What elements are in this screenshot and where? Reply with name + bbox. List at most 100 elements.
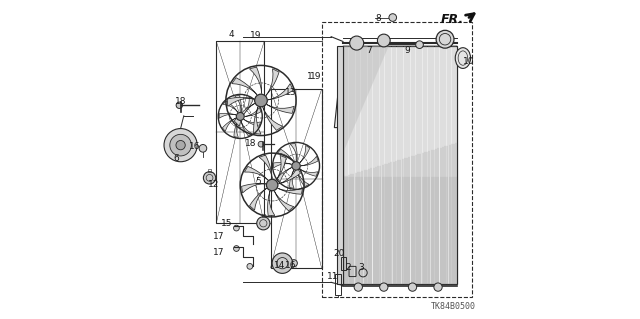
Bar [208, 169, 211, 172]
Bar [341, 257, 346, 270]
Polygon shape [241, 183, 266, 193]
Text: TK84B0500: TK84B0500 [431, 302, 476, 311]
Polygon shape [297, 170, 309, 187]
Text: 12: 12 [209, 180, 220, 189]
Text: 15: 15 [221, 219, 232, 228]
Polygon shape [276, 155, 286, 180]
Text: 7: 7 [367, 46, 372, 55]
Text: 17: 17 [213, 248, 224, 257]
Text: 16: 16 [285, 261, 296, 270]
Polygon shape [278, 167, 300, 184]
Polygon shape [334, 46, 457, 128]
Text: 8: 8 [376, 14, 381, 23]
Polygon shape [278, 149, 294, 162]
Circle shape [349, 36, 364, 50]
Bar [321, 22, 472, 297]
Polygon shape [268, 84, 293, 100]
Text: 5: 5 [255, 177, 261, 186]
Bar [335, 274, 341, 295]
Polygon shape [223, 118, 236, 131]
Polygon shape [227, 97, 254, 106]
Polygon shape [277, 167, 292, 182]
Circle shape [255, 94, 268, 107]
Circle shape [436, 30, 454, 48]
Polygon shape [244, 97, 253, 114]
Text: 1: 1 [307, 72, 313, 81]
Text: 16: 16 [189, 142, 201, 151]
Polygon shape [266, 69, 279, 95]
Circle shape [234, 225, 239, 231]
Circle shape [389, 14, 397, 21]
Circle shape [176, 102, 182, 108]
Bar [216, 41, 264, 223]
Polygon shape [291, 143, 297, 161]
Bar [262, 214, 264, 217]
Polygon shape [259, 155, 272, 179]
Circle shape [354, 283, 362, 291]
Circle shape [204, 172, 216, 184]
Polygon shape [232, 78, 257, 95]
Bar [337, 46, 343, 284]
Text: 9: 9 [404, 46, 410, 55]
Polygon shape [267, 105, 294, 113]
Text: 4: 4 [228, 30, 234, 39]
Text: 11: 11 [327, 272, 339, 281]
Polygon shape [300, 145, 310, 163]
Text: 19: 19 [250, 31, 261, 40]
Polygon shape [234, 103, 255, 126]
Text: 3: 3 [358, 263, 364, 272]
Circle shape [257, 217, 270, 230]
Circle shape [434, 283, 442, 291]
Polygon shape [241, 121, 252, 136]
Circle shape [272, 253, 292, 273]
Polygon shape [301, 156, 318, 166]
Text: 18: 18 [175, 97, 186, 106]
Polygon shape [235, 95, 241, 112]
Polygon shape [343, 46, 388, 153]
Circle shape [292, 162, 300, 170]
Text: 14: 14 [274, 261, 285, 270]
Polygon shape [275, 191, 294, 211]
Polygon shape [219, 113, 236, 118]
Circle shape [170, 134, 191, 156]
Text: 2: 2 [345, 263, 351, 272]
Text: 13: 13 [285, 88, 296, 97]
Text: 17: 17 [213, 232, 224, 241]
Polygon shape [268, 191, 275, 216]
Ellipse shape [455, 48, 470, 69]
Polygon shape [289, 170, 294, 188]
Circle shape [266, 179, 278, 191]
Polygon shape [244, 108, 261, 116]
Circle shape [408, 283, 417, 291]
Circle shape [234, 246, 239, 251]
Polygon shape [223, 101, 238, 113]
Circle shape [236, 113, 244, 120]
Bar [343, 46, 457, 284]
Polygon shape [263, 107, 283, 130]
Polygon shape [250, 67, 262, 93]
Text: 19: 19 [310, 72, 322, 81]
Text: FR.: FR. [440, 13, 463, 26]
Circle shape [247, 263, 253, 269]
Polygon shape [300, 169, 318, 176]
Polygon shape [274, 162, 292, 168]
Polygon shape [234, 120, 239, 137]
Circle shape [380, 283, 388, 291]
Circle shape [378, 34, 390, 47]
Text: 10: 10 [463, 57, 474, 66]
Circle shape [199, 145, 207, 152]
Bar [271, 89, 321, 268]
Circle shape [258, 141, 264, 147]
Circle shape [164, 129, 197, 162]
Circle shape [176, 140, 185, 150]
Polygon shape [250, 188, 267, 210]
Polygon shape [278, 188, 303, 194]
Text: 20: 20 [333, 249, 345, 258]
Polygon shape [244, 167, 268, 180]
Text: 6: 6 [173, 154, 179, 163]
Polygon shape [244, 119, 260, 126]
Circle shape [416, 41, 423, 48]
Polygon shape [253, 107, 261, 134]
Circle shape [291, 260, 298, 267]
Text: 18: 18 [245, 139, 257, 148]
